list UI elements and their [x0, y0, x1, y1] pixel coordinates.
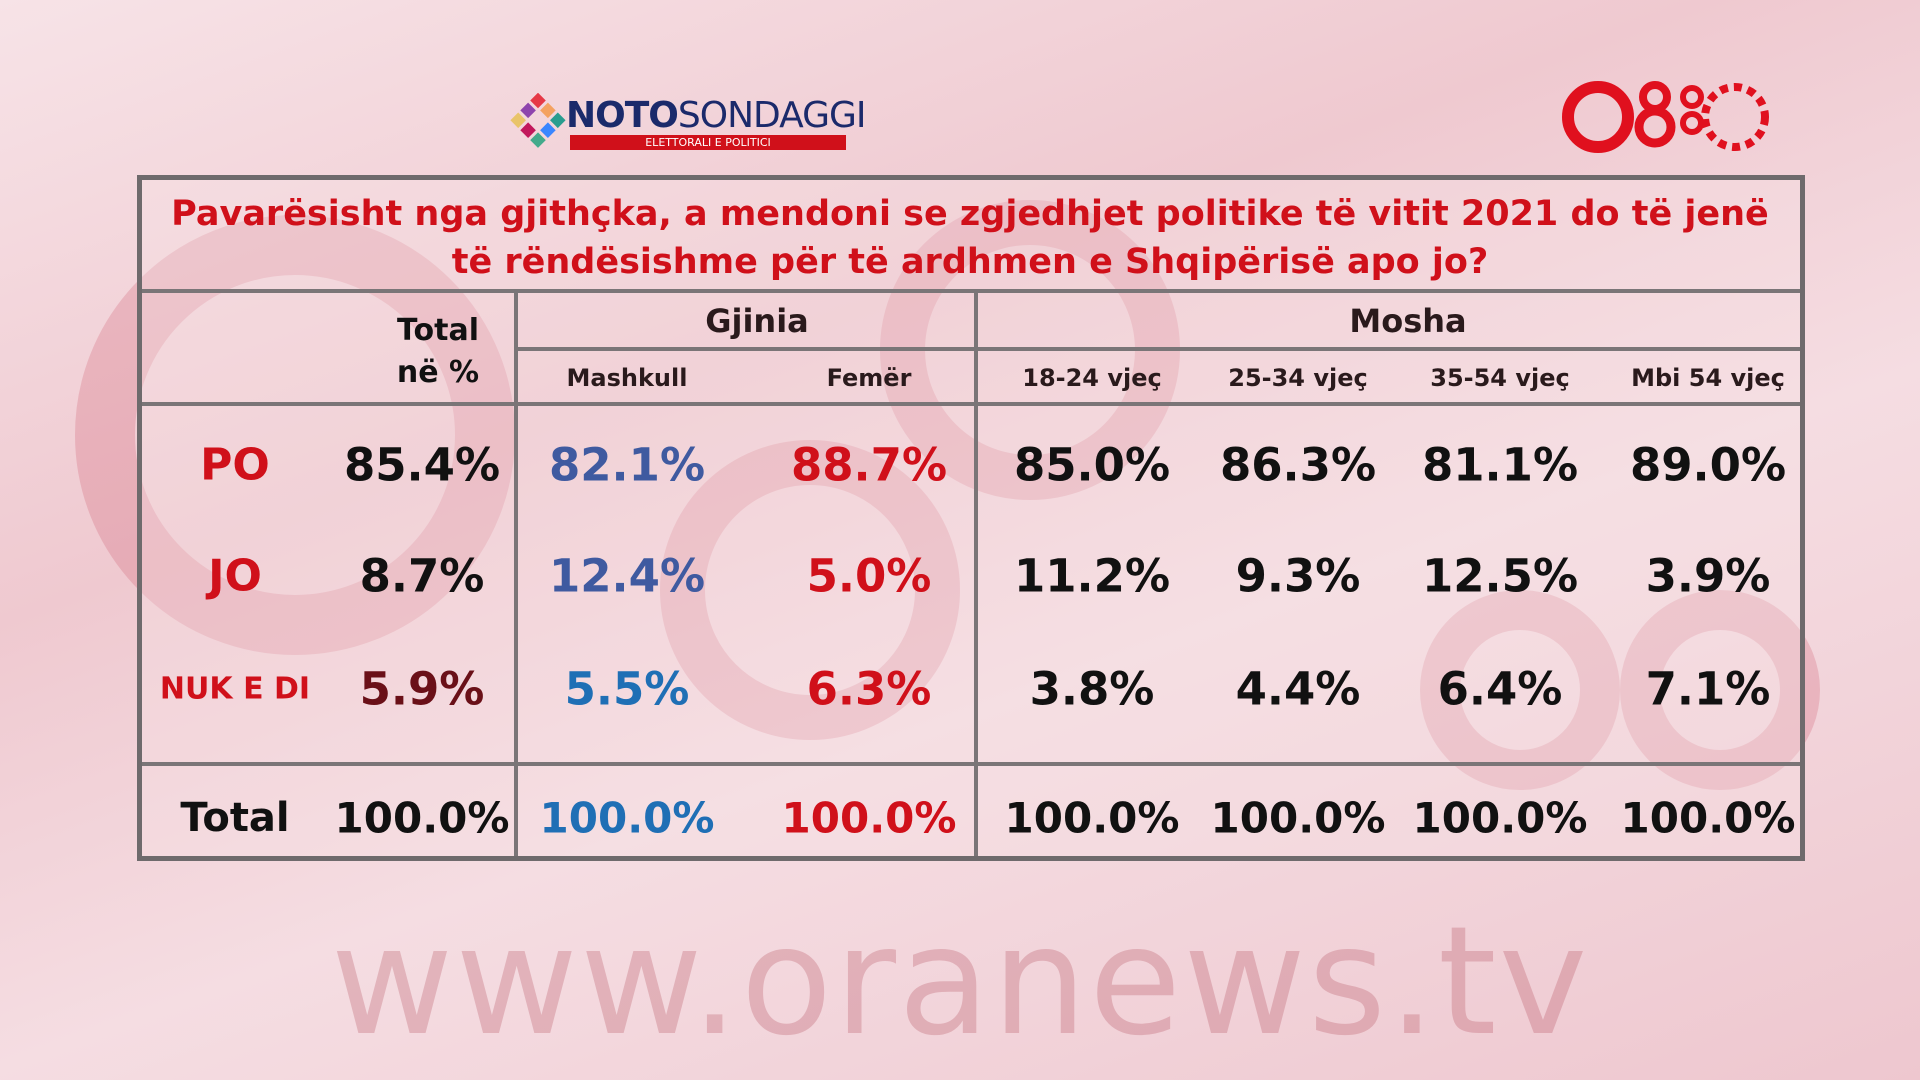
- cell-value: 85.4%: [343, 438, 501, 492]
- total-value: 100.0%: [1210, 793, 1386, 843]
- cell-value: 12.4%: [548, 549, 706, 603]
- total-value: 100.0%: [334, 793, 510, 843]
- cell-value: 88.7%: [790, 438, 948, 492]
- logo-tagline: ELETTORALI E POLITICI: [570, 135, 846, 150]
- logo-text: NOTOSONDAGGI: [566, 95, 867, 136]
- column-header: 35-54 vjeç: [1430, 364, 1570, 392]
- total-header: Total: [397, 313, 479, 348]
- rule: [142, 762, 1800, 766]
- logo-light: SONDAGGI: [677, 95, 867, 136]
- rule: [514, 291, 518, 856]
- logo-mark: [510, 93, 566, 148]
- cell-value: 9.3%: [1235, 549, 1361, 603]
- cell-value: 6.4%: [1437, 662, 1563, 716]
- cell-value: 5.9%: [359, 662, 485, 716]
- channel-logo: [1562, 81, 1769, 153]
- row-label: NUK E DI: [159, 671, 311, 707]
- logo-bold: NOTO: [566, 95, 679, 136]
- cell-value: 5.0%: [806, 549, 932, 603]
- column-header: Mbi 54 vjeç: [1631, 364, 1785, 392]
- rule: [514, 347, 1800, 351]
- cell-value: 6.3%: [806, 662, 932, 716]
- group-header: Gjinia: [705, 302, 809, 340]
- cell-value: 85.0%: [1013, 438, 1171, 492]
- group-header: Mosha: [1349, 302, 1467, 340]
- row-label: PO: [200, 439, 270, 491]
- cell-value: 86.3%: [1219, 438, 1377, 492]
- cell-value: 5.5%: [564, 662, 690, 716]
- rule: [974, 291, 978, 856]
- rule: [142, 402, 1800, 406]
- total-value: 100.0%: [781, 793, 957, 843]
- cell-value: 7.1%: [1645, 662, 1771, 716]
- total-value: 100.0%: [539, 793, 715, 843]
- total-value: 100.0%: [1412, 793, 1588, 843]
- cell-value: 82.1%: [548, 438, 706, 492]
- column-header: Mashkull: [566, 364, 688, 392]
- column-header: Femër: [826, 364, 912, 392]
- cell-value: 8.7%: [359, 549, 485, 603]
- column-header: 18-24 vjeç: [1022, 364, 1162, 392]
- cell-value: 4.4%: [1235, 662, 1361, 716]
- total-value: 100.0%: [1620, 793, 1796, 843]
- total-value: 100.0%: [1004, 793, 1180, 843]
- cell-value: 3.9%: [1645, 549, 1771, 603]
- row-label: Total: [180, 795, 290, 841]
- cell-value: 11.2%: [1013, 549, 1171, 603]
- cell-value: 81.1%: [1421, 438, 1579, 492]
- column-header: 25-34 vjeç: [1228, 364, 1368, 392]
- cell-value: 89.0%: [1629, 438, 1787, 492]
- cell-value: 3.8%: [1029, 662, 1155, 716]
- watermark: www.oranews.tv: [330, 895, 1590, 1069]
- cell-value: 12.5%: [1421, 549, 1579, 603]
- row-label: JO: [208, 550, 262, 602]
- rule: [142, 289, 1800, 293]
- question: Pavarësisht nga gjithçka, a mendoni se z…: [171, 194, 1769, 282]
- total-header: në %: [396, 355, 480, 390]
